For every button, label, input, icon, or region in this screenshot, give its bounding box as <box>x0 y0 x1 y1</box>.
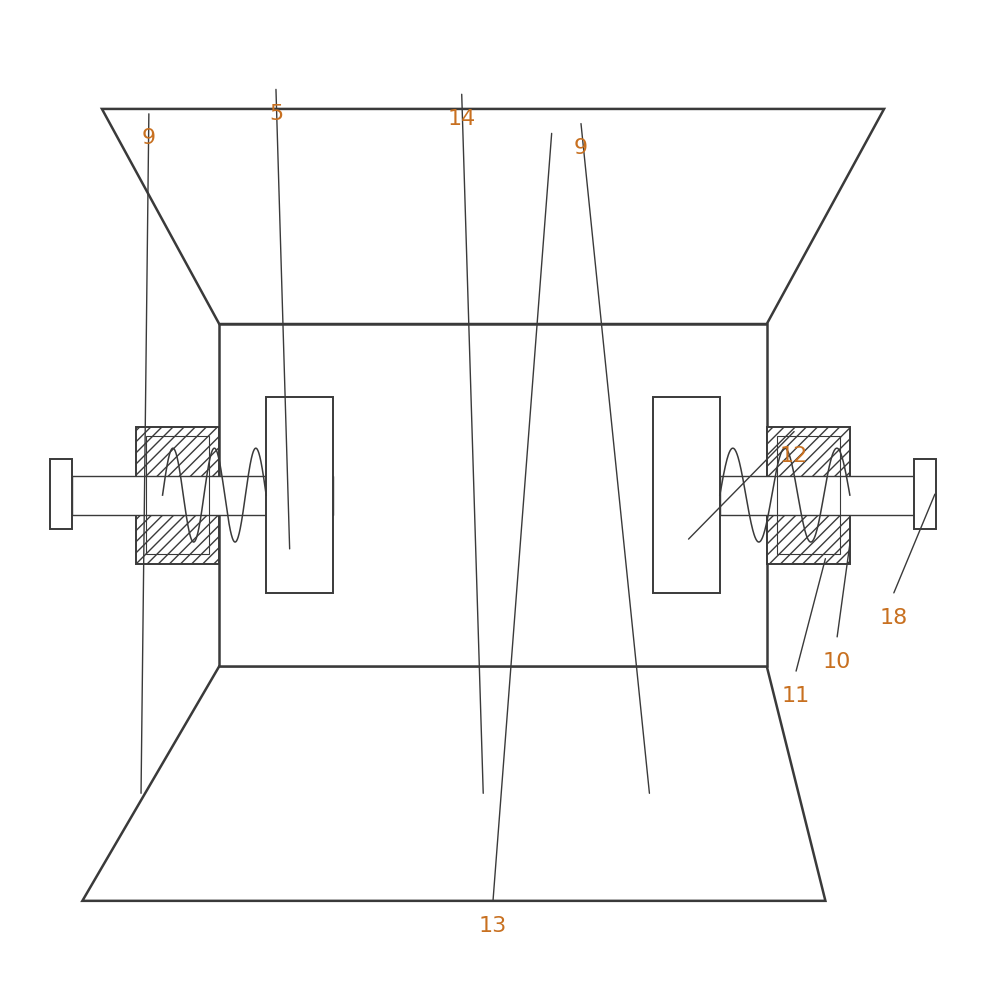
Text: 13: 13 <box>479 916 507 936</box>
Text: 11: 11 <box>782 686 810 706</box>
Bar <box>50 459 72 529</box>
Bar <box>720 476 914 515</box>
Text: 14: 14 <box>448 109 476 129</box>
Text: 12: 12 <box>780 446 809 466</box>
Bar <box>219 324 767 666</box>
Polygon shape <box>83 666 825 901</box>
Text: 18: 18 <box>880 608 908 628</box>
Bar <box>914 459 936 529</box>
Text: 9: 9 <box>142 128 156 148</box>
Bar <box>654 397 720 593</box>
Bar <box>777 436 840 554</box>
Polygon shape <box>102 109 884 324</box>
Text: 5: 5 <box>269 104 283 124</box>
Text: 10: 10 <box>823 652 851 672</box>
Bar <box>146 436 209 554</box>
Bar <box>266 397 332 593</box>
Text: 9: 9 <box>574 138 588 158</box>
Bar <box>136 427 219 564</box>
Bar <box>767 427 850 564</box>
Bar <box>72 476 332 515</box>
